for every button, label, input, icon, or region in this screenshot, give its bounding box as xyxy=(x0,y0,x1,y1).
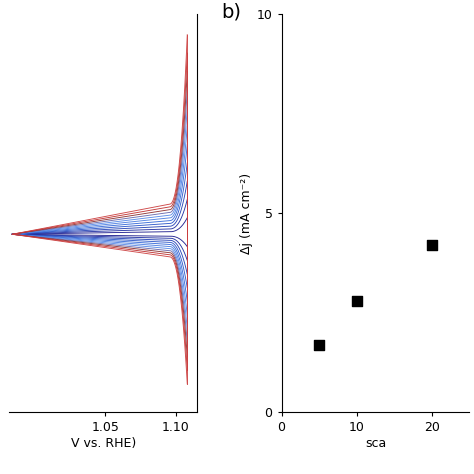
Y-axis label: Δj (mA cm⁻²): Δj (mA cm⁻²) xyxy=(239,173,253,254)
X-axis label: sca: sca xyxy=(365,437,386,450)
Text: b): b) xyxy=(221,2,242,21)
Point xyxy=(315,341,323,348)
Point xyxy=(428,241,436,249)
Point xyxy=(353,297,360,305)
X-axis label: V vs. RHE): V vs. RHE) xyxy=(71,437,136,450)
